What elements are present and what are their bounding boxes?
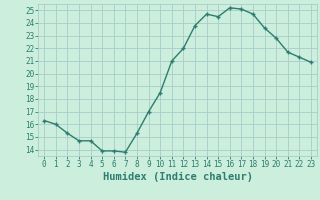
X-axis label: Humidex (Indice chaleur): Humidex (Indice chaleur)	[103, 172, 252, 182]
